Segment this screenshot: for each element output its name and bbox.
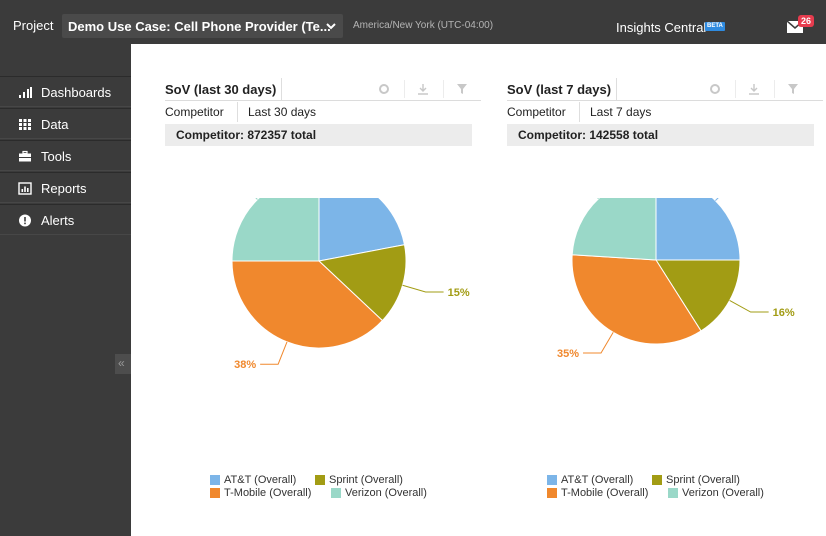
toolbar-divider — [404, 80, 405, 98]
legend-label: Verizon (Overall) — [682, 487, 764, 499]
data-label-sprint: 16% — [773, 307, 795, 319]
header-underline — [507, 100, 823, 101]
data-label-tmobile: 35% — [557, 348, 579, 360]
data-label-sprint: 15% — [448, 287, 470, 299]
legend-label: Sprint (Overall) — [329, 474, 403, 486]
legend-label: T-Mobile (Overall) — [224, 487, 312, 499]
subheader-divider — [579, 102, 580, 122]
filter-icon[interactable] — [787, 83, 799, 95]
legend-label: Verizon (Overall) — [345, 487, 427, 499]
legend-swatch — [547, 488, 557, 498]
sidebar-item-reports[interactable]: Reports — [0, 172, 131, 203]
subheader-divider — [237, 102, 238, 122]
refresh-icon[interactable] — [709, 83, 721, 95]
download-icon[interactable] — [417, 83, 429, 95]
chevron-down-icon — [326, 23, 336, 30]
competitor-label: Competitor — [507, 105, 566, 119]
legend-swatch — [652, 475, 662, 485]
connector-line-sprint — [402, 284, 444, 293]
legend-label: Sprint (Overall) — [666, 474, 740, 486]
pie-slice-att[interactable] — [318, 198, 406, 262]
total-text: Competitor: 872357 total — [176, 128, 317, 142]
period-label: Last 30 days — [248, 105, 317, 119]
alert-icon — [19, 214, 31, 227]
connector-line-tmobile — [260, 341, 288, 365]
sidebar-item-tools[interactable]: Tools — [0, 140, 131, 171]
project-select[interactable]: Demo Use Case: Cell Phone Provider (Te..… — [62, 14, 343, 38]
chart-legend: AT&T (Overall) Sprint (Overall) T-Mobile (… — [507, 474, 825, 502]
pie-slice-att[interactable] — [655, 198, 741, 261]
total-bar: Competitor: 142558 total — [507, 124, 814, 146]
connector-line-verizon — [255, 198, 258, 200]
legend-swatch — [315, 475, 325, 485]
download-icon[interactable] — [748, 83, 760, 95]
sov-7-days-panel: SoV (last 7 days) Competitor Last 7 days… — [507, 78, 825, 499]
project-label: Project — [13, 18, 54, 33]
pie-slice-verizon[interactable] — [231, 198, 320, 262]
sidebar-item-data[interactable]: Data — [0, 108, 131, 139]
toolbar-divider — [774, 80, 775, 98]
notification-badge[interactable]: 26 — [798, 15, 815, 27]
timezone-label: America/New York (UTC-04:00) — [353, 20, 494, 31]
connector-line-sprint — [729, 300, 769, 313]
pie-slice-verizon[interactable] — [571, 198, 657, 261]
total-bar: Competitor: 872357 total — [165, 124, 472, 146]
collapse-icon: « — [118, 356, 125, 370]
pie-slice-tmobile[interactable] — [231, 260, 384, 349]
legend-swatch — [210, 475, 220, 485]
legend-swatch — [331, 488, 341, 498]
beta-badge: BETA — [705, 22, 725, 31]
header-divider — [281, 78, 282, 100]
refresh-icon[interactable] — [378, 83, 390, 95]
connector-line-verizon — [597, 198, 599, 200]
top-bar: Project Demo Use Case: Cell Phone Provid… — [0, 0, 826, 44]
legend-swatch — [547, 475, 557, 485]
header-divider — [616, 78, 617, 100]
pie-chart: 22%15%38%25% — [231, 198, 470, 371]
connector-line-tmobile — [583, 332, 614, 354]
legend-label: AT&T (Overall) — [224, 474, 297, 486]
sidebar-item-label: Data — [41, 117, 69, 132]
report-icon — [18, 182, 32, 195]
pie-slice-tmobile[interactable] — [571, 254, 702, 345]
total-text: Competitor: 142558 total — [518, 128, 659, 142]
toolbar-divider — [735, 80, 736, 98]
pie-chart: 25%16%35%24% — [557, 198, 795, 360]
sidebar-item-label: Alerts — [41, 213, 75, 228]
panel-title: SoV (last 30 days) — [165, 82, 277, 97]
sidebar: Dashboards Data Tools Reports Alerts « — [0, 44, 131, 536]
project-select-value: Demo Use Case: Cell Phone Provider (Te..… — [68, 19, 331, 34]
sov-30-days-panel: SoV (last 30 days) Competitor Last 30 da… — [165, 78, 483, 499]
toolbox-icon — [19, 150, 31, 162]
legend-swatch — [210, 488, 220, 498]
sidebar-item-dashboards[interactable]: Dashboards — [0, 76, 131, 107]
competitor-label: Competitor — [165, 105, 224, 119]
chart-legend: AT&T (Overall) Sprint (Overall) T-Mobile (… — [165, 474, 483, 502]
legend-label: T-Mobile (Overall) — [561, 487, 649, 499]
panel-title: SoV (last 7 days) — [507, 82, 612, 97]
filter-icon[interactable] — [456, 83, 468, 95]
sidebar-item-label: Dashboards — [41, 85, 112, 100]
brand-link[interactable]: Insights Central — [616, 20, 707, 35]
pie-slice-sprint[interactable] — [317, 244, 407, 322]
legend-label: AT&T (Overall) — [561, 474, 634, 486]
bar-chart-icon — [19, 87, 32, 98]
grid-icon — [19, 119, 31, 130]
data-label-tmobile: 38% — [234, 359, 256, 371]
connector-line-att — [715, 198, 719, 201]
sidebar-collapse-button[interactable]: « — [115, 354, 131, 374]
sidebar-item-label: Reports — [41, 181, 87, 196]
legend-swatch — [668, 488, 678, 498]
toolbar-divider — [443, 80, 444, 98]
sidebar-item-alerts[interactable]: Alerts — [0, 204, 131, 235]
header-underline — [165, 100, 481, 101]
period-label: Last 7 days — [590, 105, 652, 119]
sidebar-item-label: Tools — [41, 149, 72, 164]
